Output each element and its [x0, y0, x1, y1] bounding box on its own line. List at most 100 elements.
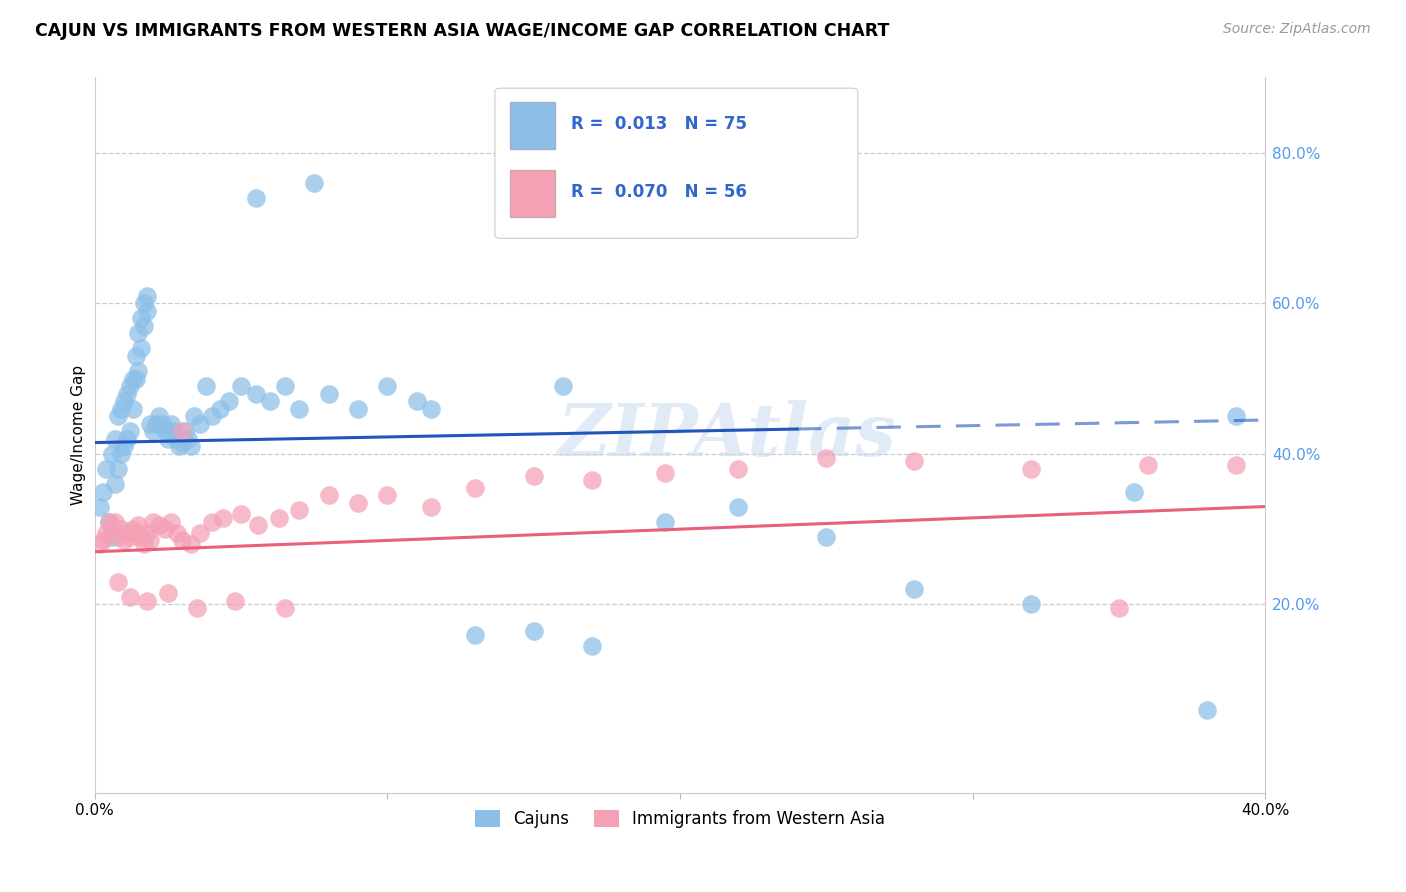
Point	[654, 515, 676, 529]
Point	[188, 525, 211, 540]
Point	[145, 417, 167, 431]
Point	[153, 522, 176, 536]
Text: CAJUN VS IMMIGRANTS FROM WESTERN ASIA WAGE/INCOME GAP CORRELATION CHART: CAJUN VS IMMIGRANTS FROM WESTERN ASIA WA…	[35, 22, 890, 40]
Point	[131, 530, 153, 544]
Text: Source: ZipAtlas.com: Source: ZipAtlas.com	[1223, 22, 1371, 37]
Point	[172, 533, 194, 548]
Point	[96, 525, 118, 540]
Point	[1019, 598, 1042, 612]
Point	[101, 530, 124, 544]
Point	[127, 518, 149, 533]
FancyBboxPatch shape	[510, 170, 554, 217]
Point	[1225, 409, 1247, 424]
Point	[180, 537, 202, 551]
Point	[188, 417, 211, 431]
Point	[98, 515, 121, 529]
Point	[118, 425, 141, 439]
Point	[174, 425, 197, 439]
Point	[136, 303, 159, 318]
Point	[112, 533, 135, 548]
Point	[420, 500, 443, 514]
Point	[159, 417, 181, 431]
Point	[1195, 703, 1218, 717]
Point	[169, 439, 191, 453]
Point	[162, 425, 184, 439]
Point	[727, 500, 749, 514]
Point	[274, 601, 297, 615]
Point	[288, 503, 311, 517]
Point	[551, 379, 574, 393]
Point	[104, 515, 127, 529]
Point	[1137, 458, 1160, 472]
Legend: Cajuns, Immigrants from Western Asia: Cajuns, Immigrants from Western Asia	[468, 803, 891, 834]
Point	[318, 386, 340, 401]
Point	[302, 176, 325, 190]
Point	[815, 530, 838, 544]
Point	[110, 522, 132, 536]
Text: ZIPAtlas: ZIPAtlas	[557, 400, 896, 471]
Point	[124, 349, 146, 363]
Point	[464, 627, 486, 641]
Point	[172, 425, 194, 439]
Point	[464, 481, 486, 495]
FancyBboxPatch shape	[510, 103, 554, 149]
Point	[581, 639, 603, 653]
Point	[127, 326, 149, 341]
Point	[177, 432, 200, 446]
Point	[815, 450, 838, 465]
Point	[156, 432, 179, 446]
Point	[121, 401, 143, 416]
Point	[523, 624, 546, 638]
Point	[118, 379, 141, 393]
Point	[118, 530, 141, 544]
Point	[259, 394, 281, 409]
Point	[288, 401, 311, 416]
Point	[212, 511, 235, 525]
Point	[1122, 484, 1144, 499]
Point	[115, 386, 138, 401]
Point	[523, 469, 546, 483]
Point	[124, 371, 146, 385]
Point	[148, 409, 170, 424]
Point	[112, 394, 135, 409]
Point	[134, 318, 156, 333]
Point	[159, 515, 181, 529]
Point	[194, 379, 217, 393]
Point	[136, 525, 159, 540]
Point	[245, 191, 267, 205]
Point	[148, 518, 170, 533]
Point	[903, 454, 925, 468]
FancyBboxPatch shape	[495, 88, 858, 238]
Point	[375, 488, 398, 502]
Point	[136, 289, 159, 303]
Point	[93, 533, 115, 548]
Point	[247, 518, 270, 533]
Point	[1225, 458, 1247, 472]
Point	[229, 507, 252, 521]
Point	[142, 425, 165, 439]
Point	[654, 466, 676, 480]
Point	[218, 394, 240, 409]
Point	[318, 488, 340, 502]
Point	[107, 574, 129, 589]
Point	[727, 462, 749, 476]
Point	[112, 439, 135, 453]
Point	[142, 515, 165, 529]
Point	[180, 439, 202, 453]
Point	[115, 432, 138, 446]
Point	[110, 401, 132, 416]
Point	[405, 394, 427, 409]
Point	[172, 435, 194, 450]
Point	[903, 582, 925, 597]
Point	[89, 500, 111, 514]
Point	[115, 525, 138, 540]
Point	[98, 515, 121, 529]
Point	[93, 484, 115, 499]
Point	[104, 477, 127, 491]
Point	[139, 533, 162, 548]
Point	[201, 515, 224, 529]
Point	[104, 432, 127, 446]
Point	[121, 371, 143, 385]
Point	[224, 593, 246, 607]
Point	[153, 425, 176, 439]
